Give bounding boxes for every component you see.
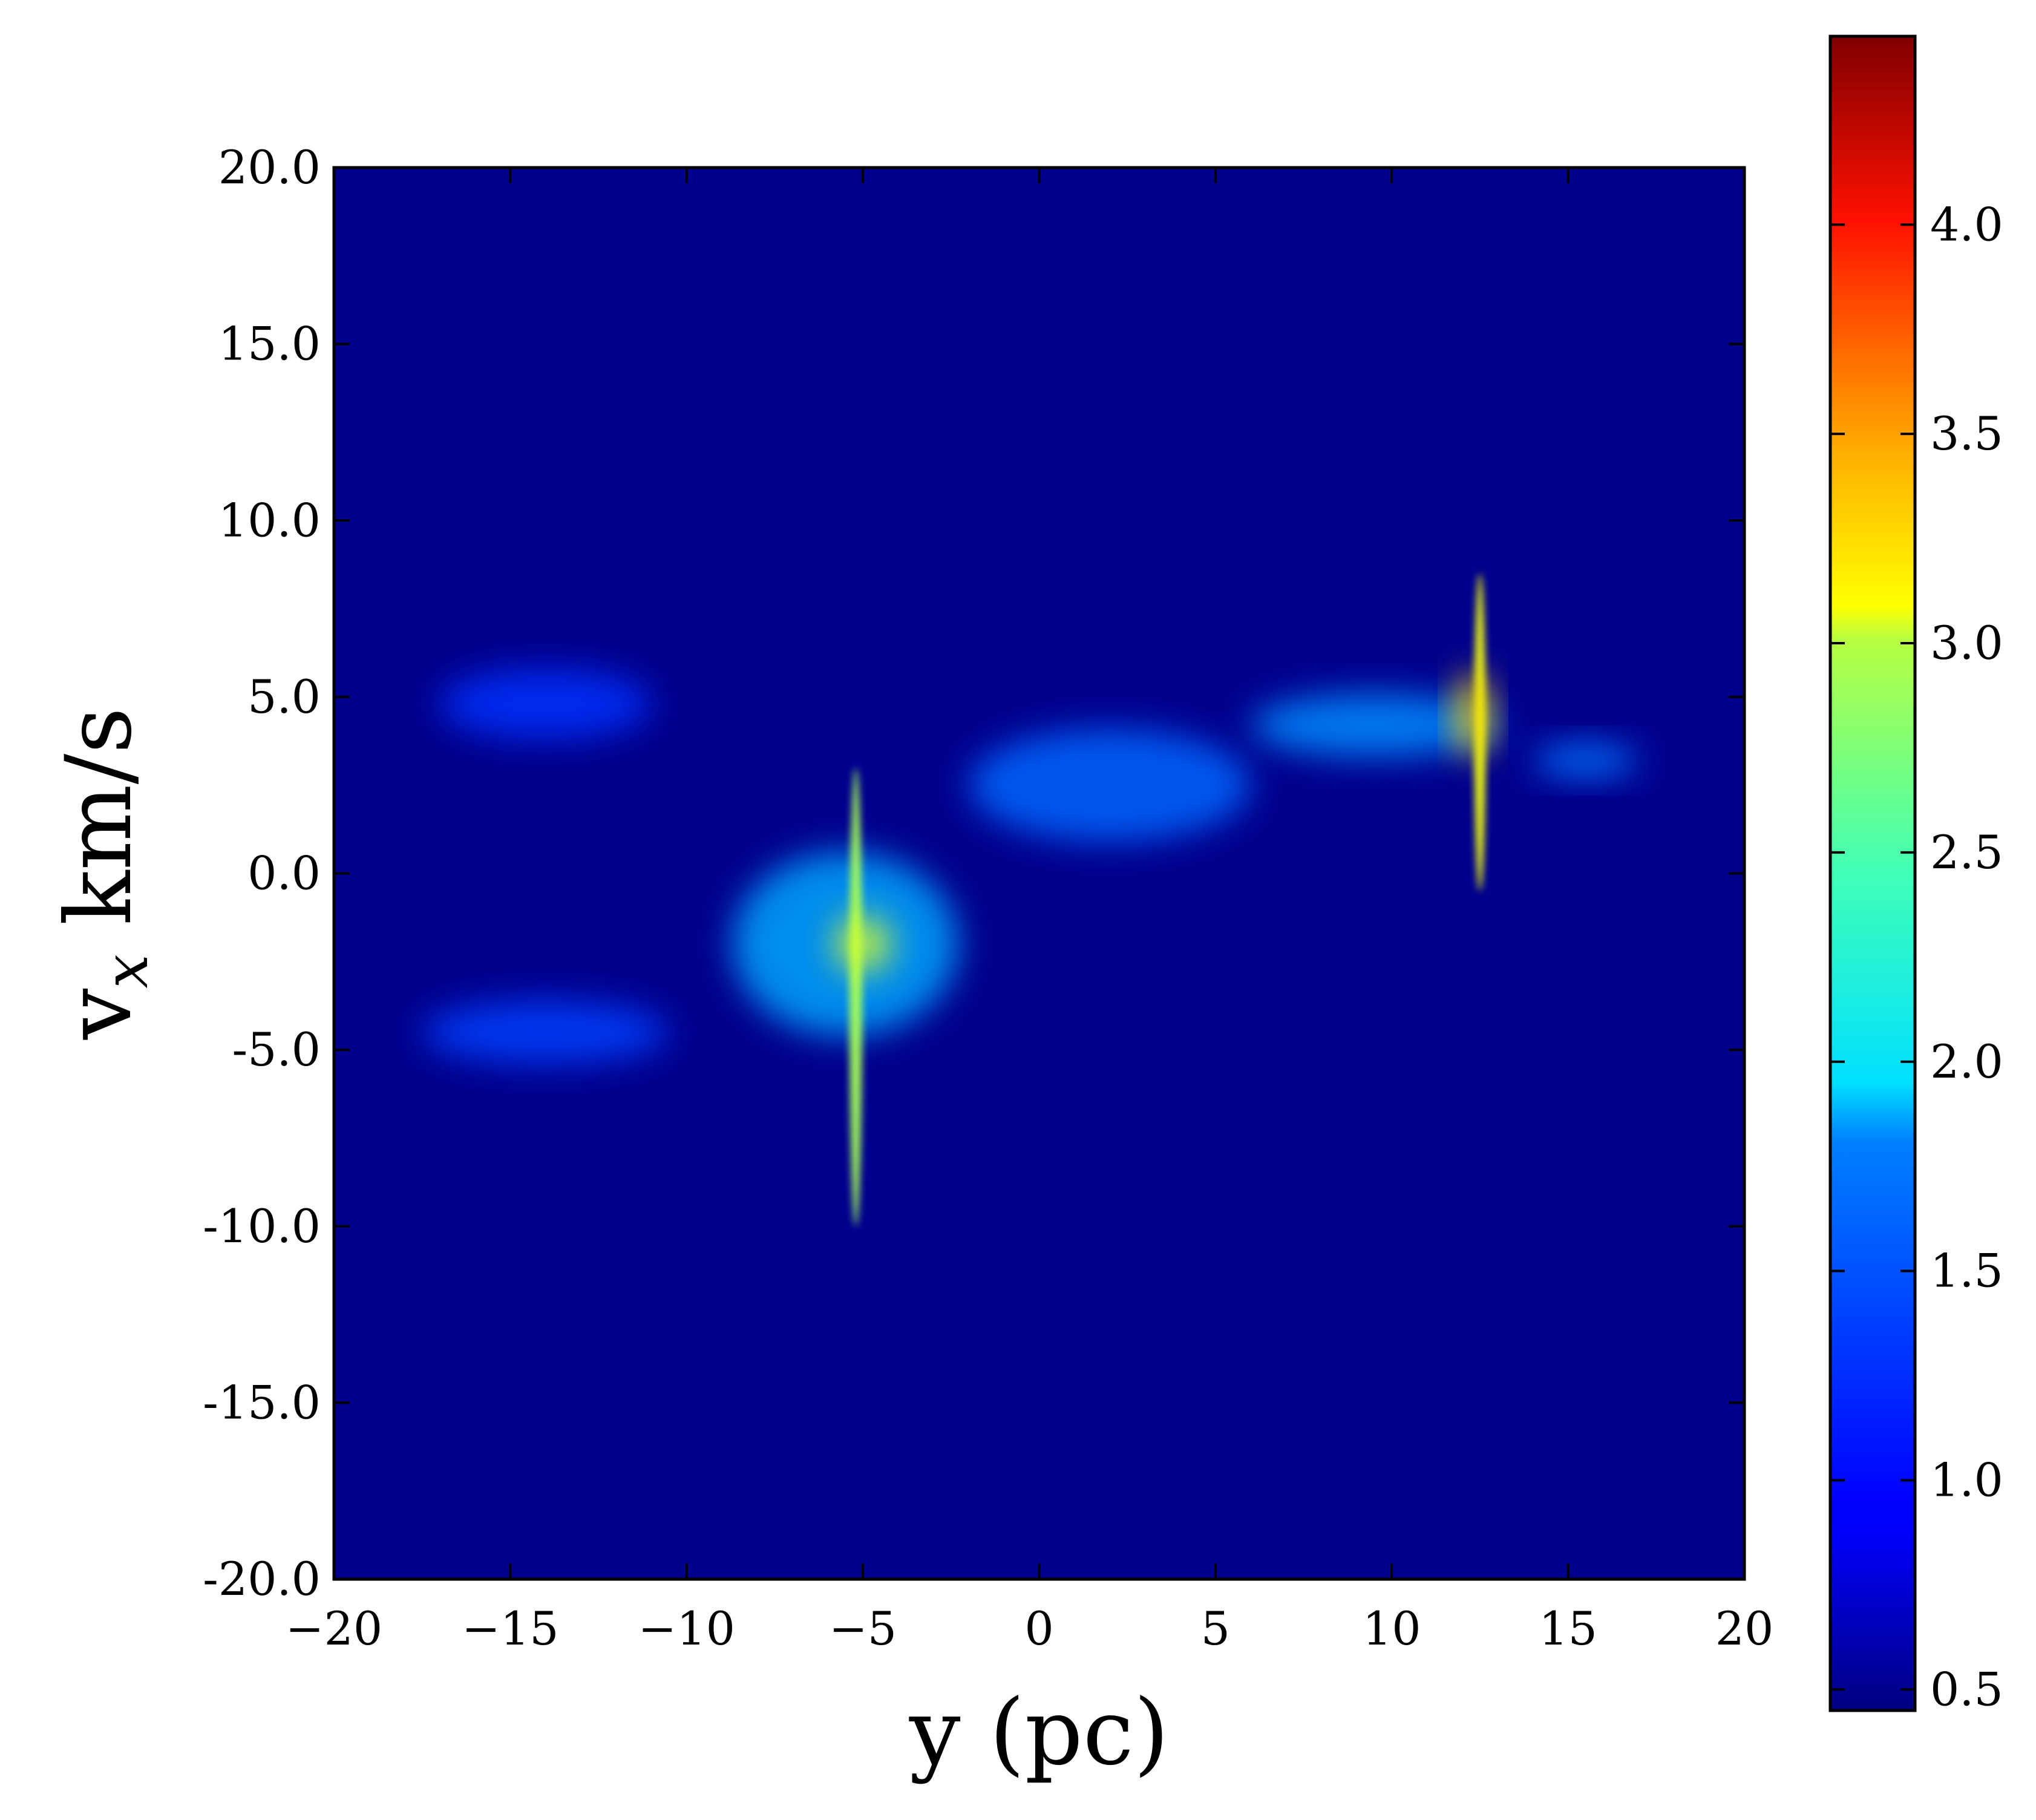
y-tick-label: 20.0: [218, 140, 321, 194]
colorbar-tick-label: 2.0: [1930, 1035, 2003, 1088]
y-tick-label: 5.0: [247, 670, 321, 724]
y-tick-label: 0.0: [247, 846, 321, 900]
y-axis-label-subscript: x: [91, 954, 162, 988]
y-axis-label-main: v: [47, 988, 152, 1040]
colorbar-tick-label: 1.0: [1930, 1453, 2003, 1507]
y-tick-label: -5.0: [232, 1023, 321, 1076]
y-tick-label: 15.0: [218, 317, 321, 371]
x-tick-label: −15: [462, 1602, 558, 1655]
colorbar-tick-label: 3.5: [1930, 407, 2003, 460]
colorbar-ticks: 0.5 1.0 1.5 2.0 2.5 3.0 3.5 4.0: [1830, 197, 2003, 1716]
x-tick-label: −20: [286, 1602, 382, 1655]
heatmap-feature-right-tail: [1533, 742, 1639, 779]
colorbar-tick-label: 0.5: [1930, 1662, 2003, 1716]
y-tick-label: -20.0: [203, 1552, 321, 1606]
heatmap-feature-core-a: [834, 915, 891, 972]
colorbar-gradient: [1828, 34, 1917, 1712]
x-tick-label: 0: [1024, 1602, 1053, 1655]
x-tick-label: −5: [829, 1602, 897, 1655]
heatmap-feature-right-stream: [1251, 693, 1498, 758]
y-tick-label: -15.0: [203, 1375, 321, 1429]
colorbar-tick-label: 1.5: [1930, 1244, 2003, 1298]
x-axis-label: y (pc): [909, 1680, 1170, 1786]
y-tick-label: 10.0: [218, 493, 321, 547]
x-tick-label: −10: [638, 1602, 735, 1655]
x-tick-label: 5: [1201, 1602, 1230, 1655]
heatmap-feature-left-arm-upper: [439, 669, 652, 739]
heatmap-feature-central-ridge: [968, 728, 1251, 842]
heatmap-feature-left-arm-lower: [422, 1000, 669, 1064]
x-tick-label: 20: [1715, 1602, 1774, 1655]
colorbar: 0.5 1.0 1.5 2.0 2.5 3.0 3.5 4.0: [1828, 34, 2003, 1716]
x-tick-label: 10: [1363, 1602, 1421, 1655]
plot-area: [332, 166, 1746, 1581]
heatmap-feature-core-b: [1455, 672, 1491, 758]
colorbar-tick-label: 3.0: [1930, 616, 2003, 670]
x-tick-label: 15: [1539, 1602, 1597, 1655]
heatmap-feature-filament-a: [849, 767, 862, 1226]
heatmap-background: [334, 168, 1744, 1579]
x-axis: −20 −15 −10 −5 0 5 10 15 20: [286, 168, 1774, 1655]
y-axis: 20.0 15.0 10.0 5.0 0.0 -5.0 -10.0 -15.0 -20.0: [203, 140, 1744, 1606]
colorbar-tick-label: 4.0: [1930, 197, 2003, 251]
y-axis-label: vx km/s: [47, 707, 162, 1040]
y-axis-label-unit: km/s: [47, 707, 152, 954]
colorbar-tick-label: 2.5: [1930, 825, 2003, 879]
y-tick-label: -10.0: [203, 1199, 321, 1253]
